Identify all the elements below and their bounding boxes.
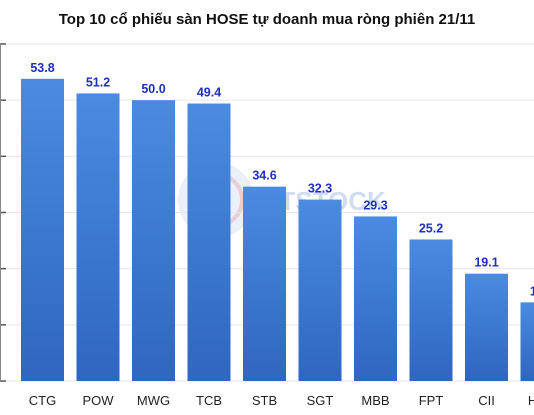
x-tick-label-pow: POW xyxy=(82,393,114,408)
chart-title: Top 10 cổ phiếu sàn HOSE tự doanh mua rò… xyxy=(59,11,475,28)
data-label-mbb: 29.3 xyxy=(363,198,387,212)
x-tick-label-mwg: MWG xyxy=(137,393,170,408)
x-tick-labels: CTG POW MWG TCB STB SGT MBB FPT CII HPG xyxy=(29,393,534,408)
x-tick-label-tcb: TCB xyxy=(196,393,222,408)
data-label-sgt: 32.3 xyxy=(308,182,332,196)
x-tick-label-cii: CII xyxy=(478,393,495,408)
data-label-hpg: 14.0 xyxy=(530,284,534,298)
data-label-pow: 51.2 xyxy=(86,75,110,89)
data-label-fpt: 25.2 xyxy=(419,221,443,235)
bar-stb xyxy=(243,186,286,381)
bar-ctg xyxy=(21,78,64,381)
data-labels: 53.8 51.2 50.0 49.4 34.6 32.3 29.3 25.2 19.1 14.0 xyxy=(30,61,534,299)
x-tick-label-sgt: SGT xyxy=(307,393,334,408)
bar-cii xyxy=(465,273,508,381)
data-label-mwg: 50.0 xyxy=(141,82,165,96)
bar-sgt xyxy=(298,199,342,381)
data-label-cii: 19.1 xyxy=(474,256,498,270)
bar-pow xyxy=(76,93,120,381)
data-label-stb: 34.6 xyxy=(252,169,276,183)
bars xyxy=(21,78,534,382)
bar-fpt xyxy=(409,239,453,381)
bar-mbb xyxy=(354,216,397,381)
x-tick-label-mbb: MBB xyxy=(361,393,389,408)
bar-tcb xyxy=(187,103,231,381)
x-tick-label-ctg: CTG xyxy=(29,393,56,408)
x-tick-label-stb: STB xyxy=(252,393,277,408)
x-tick-label-hpg: HPG xyxy=(528,393,534,408)
data-label-ctg: 53.8 xyxy=(30,61,54,75)
x-tick-label-fpt: FPT xyxy=(419,393,444,408)
bar-hpg xyxy=(520,302,534,381)
data-label-tcb: 49.4 xyxy=(197,86,221,100)
bar-mwg xyxy=(132,100,175,382)
